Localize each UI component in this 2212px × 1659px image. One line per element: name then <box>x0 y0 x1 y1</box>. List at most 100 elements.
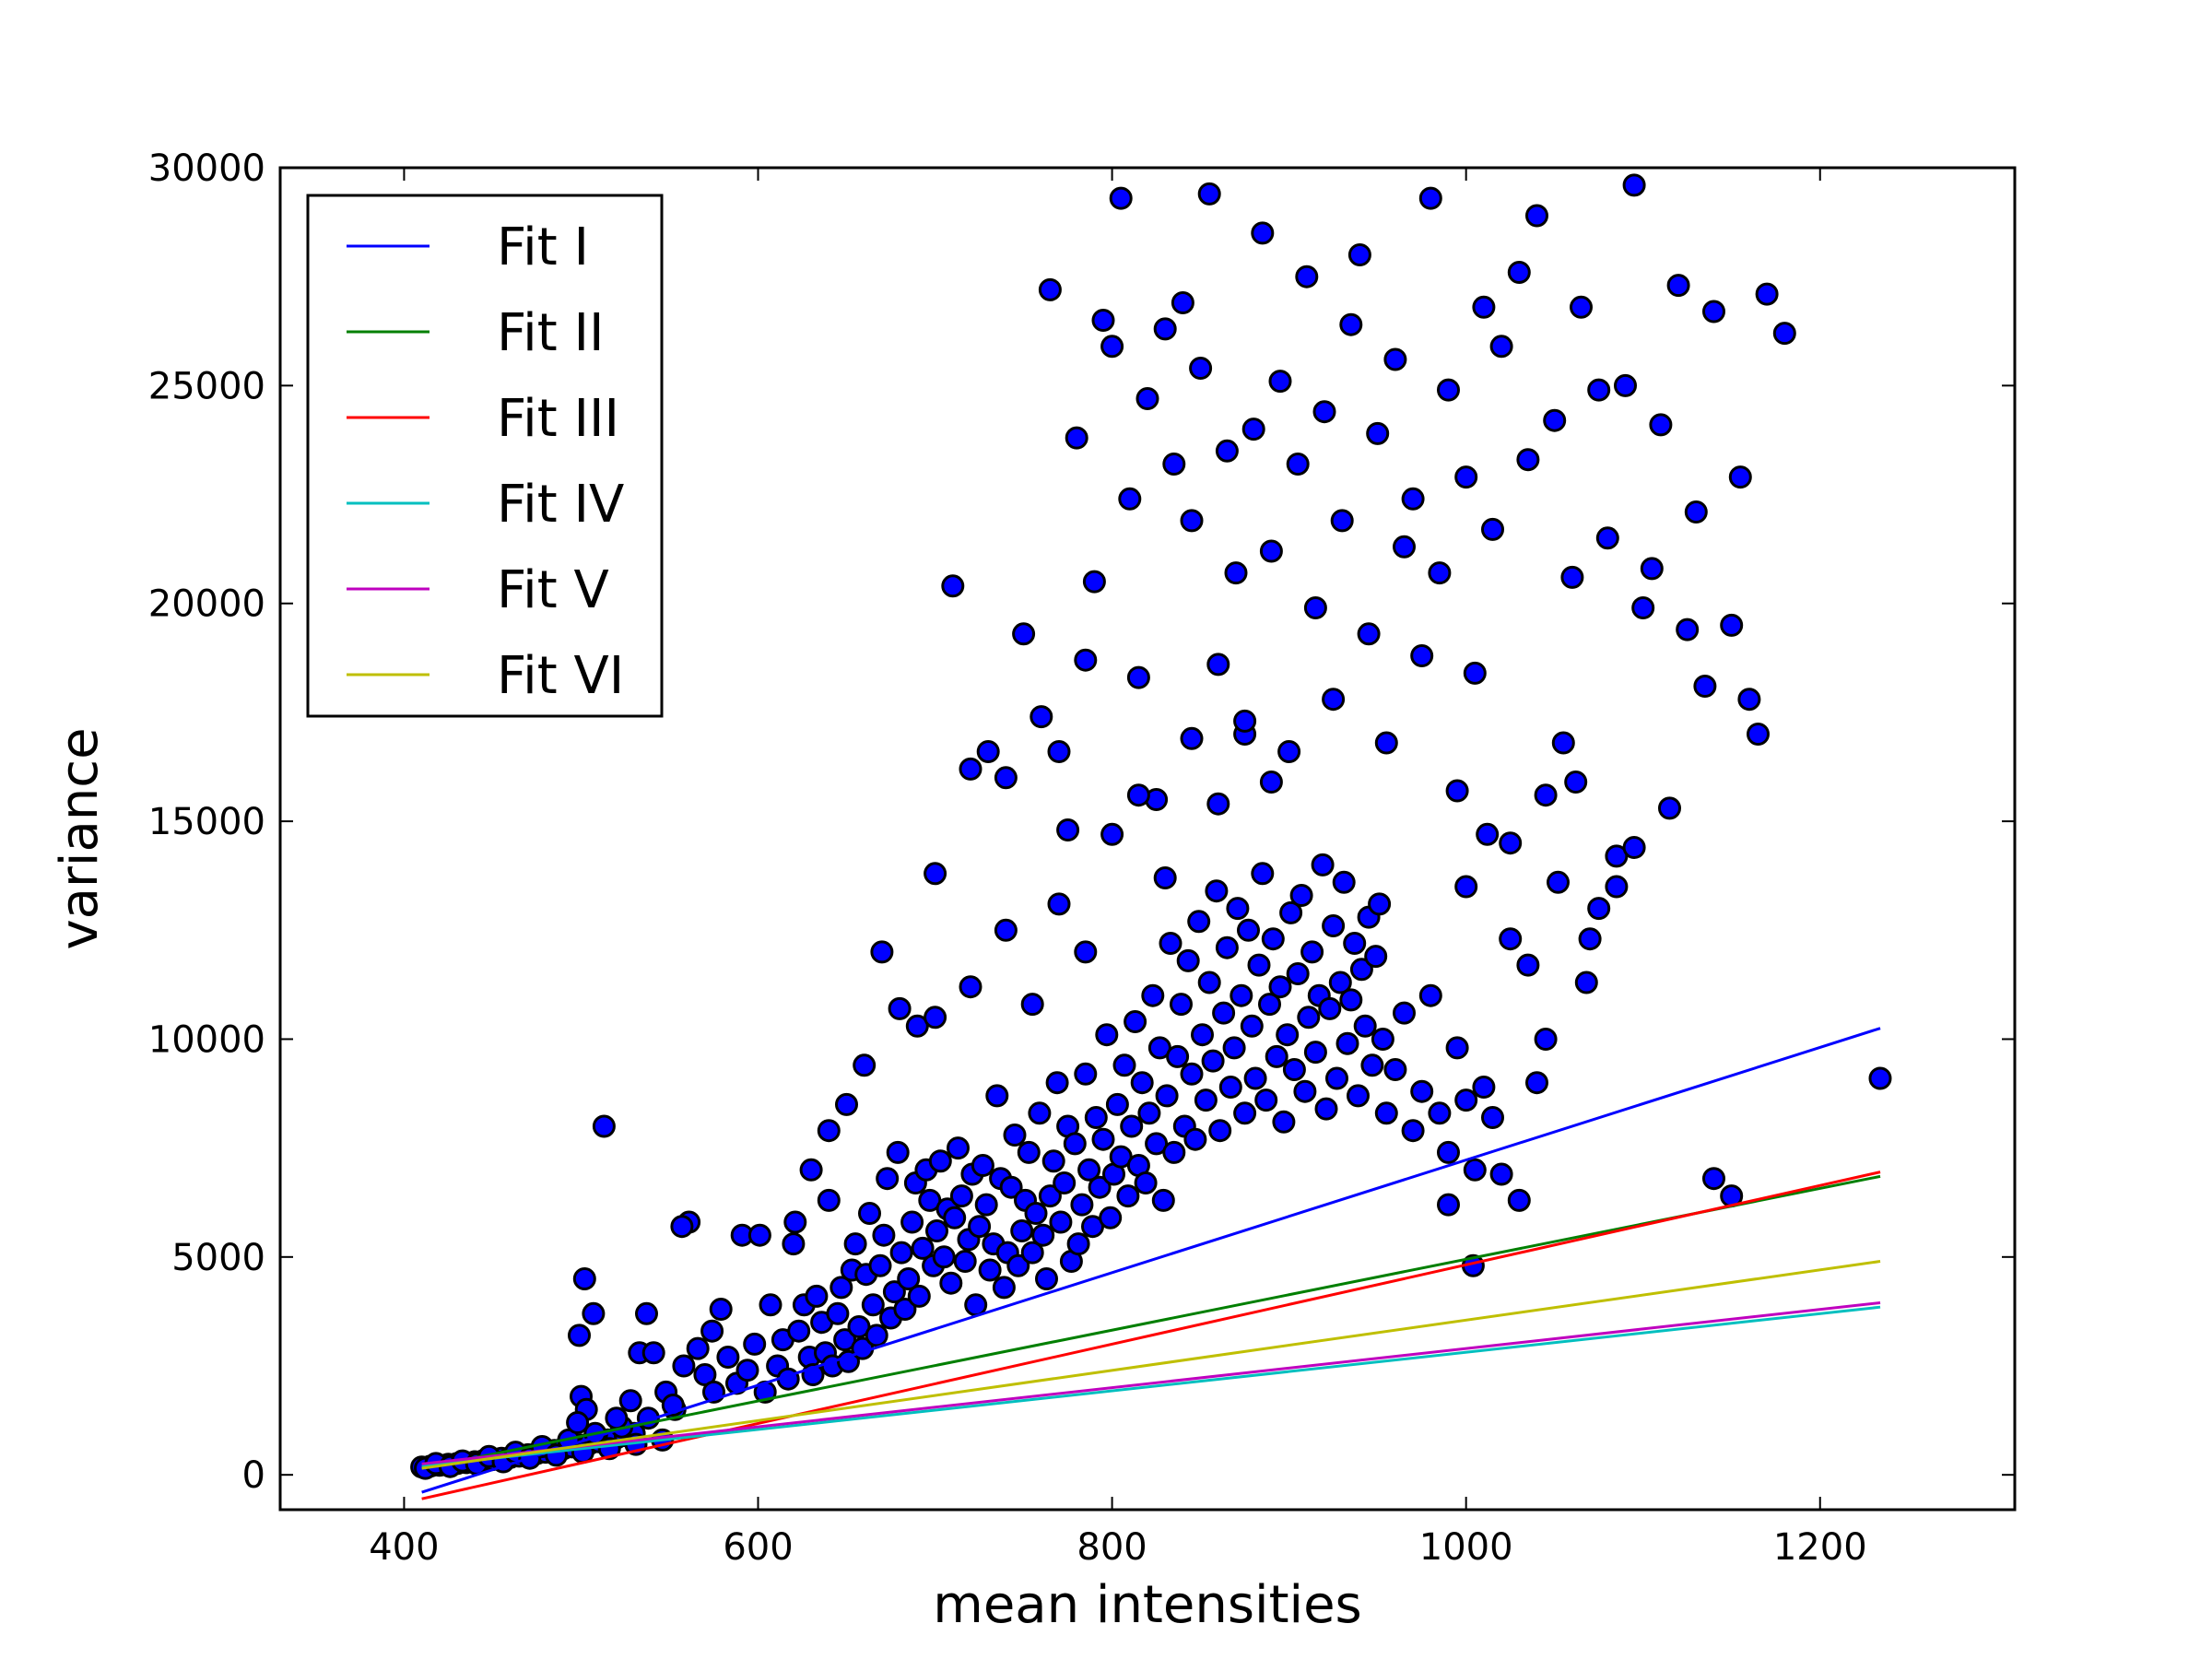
scatter-point <box>1428 561 1452 585</box>
scatter-point <box>1772 322 1796 346</box>
scatter-point <box>924 862 947 886</box>
scatter-point <box>1472 1076 1496 1099</box>
scatter-point <box>1162 453 1186 476</box>
scatter-point <box>924 1006 947 1030</box>
scatter-point <box>1720 613 1744 637</box>
scatter-point <box>1578 927 1602 951</box>
scatter-point <box>1303 1041 1327 1065</box>
scatter-point <box>1012 622 1036 646</box>
scatter-point <box>911 1236 935 1260</box>
scatter-point <box>1371 1028 1394 1051</box>
scatter-point <box>1194 1088 1218 1112</box>
scatter-point <box>1268 975 1292 999</box>
scatter-point <box>1159 932 1182 955</box>
scatter-point <box>1747 723 1770 746</box>
scatter-point <box>833 1328 857 1352</box>
scatter-point <box>826 1301 850 1325</box>
scatter-point <box>1728 465 1752 489</box>
scatter-point <box>1024 1202 1048 1225</box>
scatter-point <box>1339 312 1363 336</box>
scatter-point <box>1322 688 1346 712</box>
scatter-point <box>1166 1044 1190 1068</box>
scatter-point <box>1031 1223 1055 1247</box>
legend-box <box>306 194 664 718</box>
scatter-point <box>582 1301 606 1325</box>
scatter-point <box>1134 1171 1158 1194</box>
scatter-point <box>1357 622 1381 646</box>
scatter-point <box>1116 1184 1140 1208</box>
scatter-point <box>1374 731 1398 755</box>
scatter-point <box>999 1175 1023 1199</box>
scatter-point <box>943 1206 967 1230</box>
y-axis-label: variance <box>50 727 110 949</box>
scatter-point <box>1322 914 1346 937</box>
scatter-point <box>1463 661 1487 685</box>
scatter-point <box>1507 261 1531 284</box>
scatter-point <box>994 918 1018 942</box>
scatter-point <box>1481 517 1504 541</box>
scatter-point <box>1045 1071 1069 1095</box>
y-tick-label: 10000 <box>148 1018 265 1061</box>
scatter-point <box>949 1184 973 1208</box>
scatter-point <box>1418 186 1442 210</box>
scatter-point <box>1105 1092 1129 1116</box>
scatter-point <box>1091 309 1115 332</box>
scatter-point <box>1551 731 1575 755</box>
scatter-point <box>1151 1188 1175 1212</box>
scatter-point <box>1499 927 1523 951</box>
scatter-point <box>1126 783 1150 807</box>
scatter-point <box>939 1271 963 1295</box>
scatter-point <box>1587 897 1611 921</box>
legend-entry-label: Fit IV <box>497 475 624 535</box>
scatter-point <box>735 1359 759 1382</box>
scatter-point <box>700 1319 724 1343</box>
scatter-point <box>782 1232 806 1256</box>
scatter-point <box>1463 1158 1487 1182</box>
scatter-point <box>1702 1167 1725 1191</box>
scatter-point <box>1226 897 1250 921</box>
scatter-point <box>1279 900 1303 924</box>
scatter-point <box>1295 265 1319 288</box>
scatter-point <box>1276 1023 1300 1047</box>
scatter-point <box>1349 958 1373 982</box>
scatter-point <box>968 1215 992 1239</box>
scatter-point <box>925 1219 948 1242</box>
scatter-point <box>1454 875 1478 899</box>
scatter-point <box>1286 962 1310 985</box>
scatter-point <box>1095 1023 1119 1047</box>
x-tick-label: 1000 <box>1419 1526 1513 1569</box>
scatter-point <box>1428 1101 1452 1125</box>
scatter-point <box>1574 971 1598 994</box>
scatter-point <box>1237 918 1260 942</box>
fit-line <box>421 1300 1881 1465</box>
scatter-point <box>1525 204 1548 228</box>
scatter-point <box>1258 993 1281 1017</box>
scatter-point <box>592 1114 616 1138</box>
scatter-point <box>1534 783 1558 807</box>
scatter-point <box>888 996 912 1020</box>
scatter-point <box>835 1092 858 1116</box>
scatter-point <box>1187 910 1211 934</box>
scatter-point <box>759 1293 782 1317</box>
scatter-point <box>1065 426 1088 450</box>
scatter-point <box>1100 822 1124 846</box>
scatter-point <box>858 1202 881 1225</box>
scatter-point <box>1176 948 1200 972</box>
scatter-point <box>1137 1101 1161 1125</box>
scatter-point <box>1212 1001 1236 1025</box>
scatter-point <box>1038 1184 1062 1208</box>
scatter-point <box>1454 1088 1478 1112</box>
scatter-point <box>1254 1088 1278 1112</box>
scatter-point <box>1332 870 1356 894</box>
scatter-point <box>1171 291 1194 314</box>
scatter-point <box>1454 465 1478 489</box>
scatter-point <box>1325 1066 1348 1090</box>
scatter-point <box>1066 1232 1090 1256</box>
scatter-point <box>1191 1023 1214 1047</box>
scatter-point <box>830 1276 853 1300</box>
scatter-point <box>1020 993 1044 1017</box>
scatter-point <box>1614 373 1637 397</box>
scatter-point <box>905 1014 929 1038</box>
scatter-point <box>1347 243 1371 266</box>
